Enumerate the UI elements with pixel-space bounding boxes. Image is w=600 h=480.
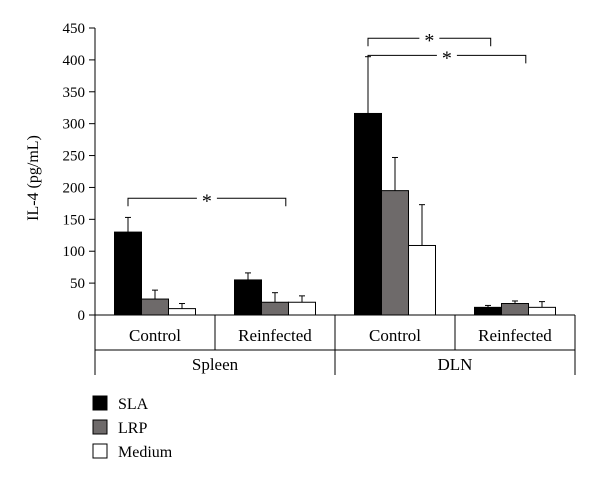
axes — [94, 28, 576, 375]
bar-lrp-0 — [141, 298, 169, 316]
x-group-label: DLN — [438, 355, 473, 374]
bar-medium-0 — [168, 308, 196, 316]
y-axis-label: IL-4 (pg/mL) — [25, 135, 42, 221]
legend-swatch-sla — [92, 395, 108, 411]
y-tick-label: 50 — [70, 276, 85, 292]
y-tick-label: 100 — [63, 244, 86, 260]
x-category-label: Control — [129, 326, 181, 345]
bar-sla-2 — [354, 112, 382, 316]
legend-label-sla: SLA — [118, 396, 149, 413]
bar-medium-3 — [528, 306, 556, 316]
error-bars — [125, 56, 545, 309]
y-tick-label: 300 — [63, 117, 86, 133]
y-tick-label: 450 — [63, 21, 86, 37]
bar-sla-3 — [474, 306, 502, 316]
legend-label-lrp: LRP — [118, 420, 147, 437]
bar-sla-0 — [114, 231, 142, 316]
x-category-label: Reinfected — [478, 326, 552, 345]
y-tick-label: 250 — [63, 149, 86, 165]
significance-label-bg — [436, 46, 457, 65]
y-tick-label: 200 — [63, 180, 86, 196]
legend-label-medium: Medium — [118, 444, 173, 461]
y-tick-label: 350 — [63, 85, 86, 101]
legend-swatch-lrp — [92, 419, 108, 435]
legend-swatch-medium — [92, 443, 108, 459]
x-group-label: Spleen — [192, 355, 239, 374]
bar-medium-1 — [288, 301, 316, 316]
significance-label-bg — [419, 29, 440, 48]
bar-lrp-1 — [261, 301, 289, 316]
y-axis-ticks: 0 50 100 150 200 250 300 350 400 450 — [63, 21, 95, 324]
significance-star: * — [442, 47, 452, 69]
y-tick-label: 150 — [63, 212, 86, 228]
bars — [114, 112, 556, 316]
significance-star: * — [424, 30, 434, 52]
bar-lrp-2 — [381, 190, 409, 316]
y-tick-label: 400 — [63, 53, 86, 69]
bar-medium-2 — [408, 244, 436, 316]
legend: SLA LRP Medium — [92, 395, 173, 461]
category-labels: Control Reinfected Control Reinfected Spleen… — [129, 326, 552, 374]
y-tick-label: 0 — [78, 308, 86, 324]
bar-lrp-3 — [501, 303, 529, 316]
x-category-label: Control — [369, 326, 421, 345]
x-category-label: Reinfected — [238, 326, 312, 345]
bar-sla-1 — [234, 279, 262, 316]
significance-label-bg — [196, 189, 217, 208]
significance-brackets: * * * — [127, 29, 527, 212]
significance-star: * — [202, 190, 212, 212]
